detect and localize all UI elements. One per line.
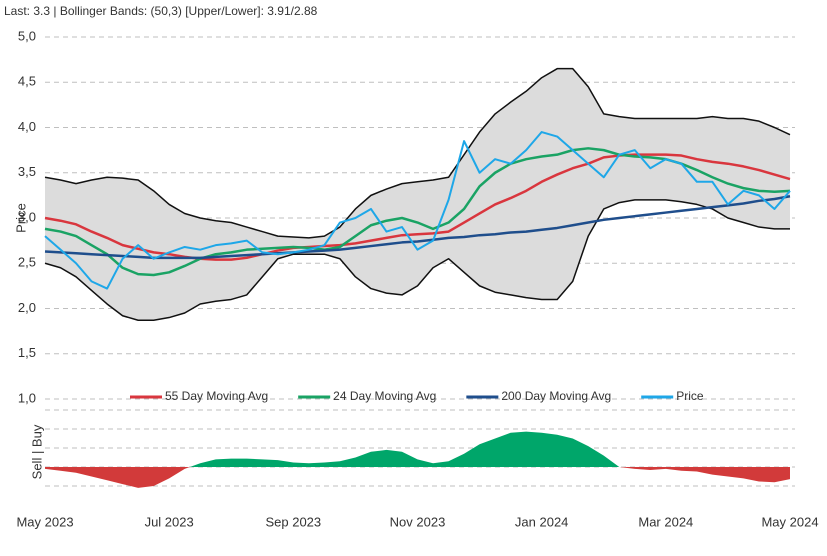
x-tick-label: Jan 2024 <box>515 514 569 529</box>
y-tick-label: 1,5 <box>18 345 36 360</box>
x-tick-label: Sep 2023 <box>265 514 321 529</box>
y-tick-label: 4,0 <box>18 119 36 134</box>
y-tick-label: 2,0 <box>18 300 36 315</box>
x-tick-label: Nov 2023 <box>390 514 446 529</box>
y-tick-label: 4,5 <box>18 74 36 89</box>
y-tick-label: 5,0 <box>18 28 36 43</box>
x-tick-label: Mar 2024 <box>638 514 693 529</box>
signal-axis-label: Sell | Buy <box>29 424 44 479</box>
band-area <box>45 68 790 321</box>
x-tick-label: May 2023 <box>16 514 73 529</box>
x-tick-label: May 2024 <box>761 514 818 529</box>
y-tick-label: 1,0 <box>18 390 36 405</box>
band-lower <box>44 199 790 322</box>
series-line <box>44 153 791 261</box>
y-tick-label: 3,0 <box>18 209 36 224</box>
legend-label: Price <box>676 389 704 403</box>
legend-label: 24 Day Moving Avg <box>333 389 436 403</box>
signal-area-buy <box>45 431 790 467</box>
y-tick-label: 3,5 <box>18 164 36 179</box>
y-tick-label: 2,5 <box>18 255 36 270</box>
band-upper <box>44 67 791 239</box>
legend-label: 200 Day Moving Avg <box>501 389 611 403</box>
y-axis-label: Price <box>13 203 28 233</box>
series-line <box>44 131 791 290</box>
series-line <box>44 195 791 260</box>
header: Last: 3.3 | Bollinger Bands: (50,3) [Upp… <box>4 4 318 18</box>
legend-label: 55 Day Moving Avg <box>165 389 268 403</box>
x-tick-label: Jul 2023 <box>145 514 194 529</box>
signal-area-sell <box>45 467 790 488</box>
